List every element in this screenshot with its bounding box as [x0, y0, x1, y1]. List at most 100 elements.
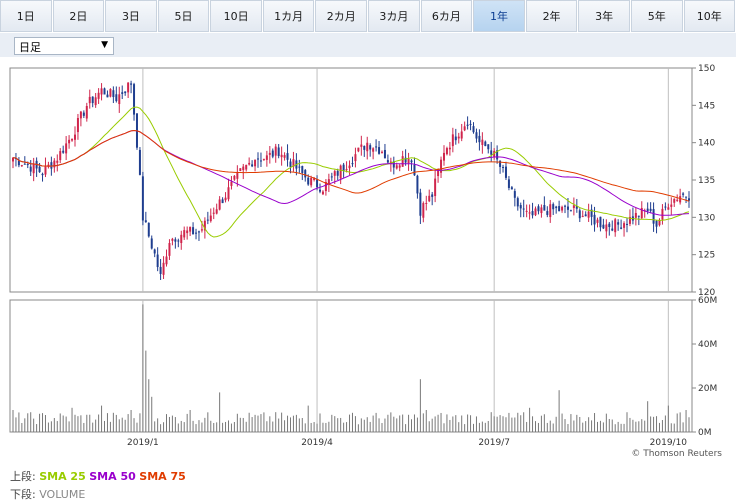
candle-body — [587, 211, 590, 218]
candle-body — [50, 162, 53, 169]
tab-6[interactable]: 2カ月 — [315, 0, 368, 32]
tab-13[interactable]: 10年 — [683, 0, 736, 32]
candle-body — [138, 149, 141, 175]
candle-body — [649, 208, 652, 211]
tab-5[interactable]: 1カ月 — [262, 0, 315, 32]
candle-body — [271, 150, 274, 157]
candle-body — [522, 208, 525, 210]
candle-body — [445, 148, 448, 155]
candle-body — [186, 230, 189, 234]
candle-body — [259, 160, 262, 162]
x-tick-label: 2019/4 — [301, 438, 333, 448]
candle-body — [301, 166, 304, 173]
candle-body — [197, 231, 200, 233]
candle-body — [147, 222, 150, 237]
candle-body — [578, 210, 581, 219]
candle-body — [466, 124, 469, 126]
candle-body — [316, 179, 319, 188]
candle-body — [71, 139, 74, 141]
candle-body — [327, 179, 330, 185]
candle-body — [262, 158, 265, 160]
candle-body — [183, 230, 186, 238]
candle-body — [20, 165, 23, 167]
tab-9[interactable]: 1年 — [473, 0, 525, 32]
candle-body — [398, 165, 401, 168]
candle-body — [218, 199, 221, 210]
candle-body — [499, 160, 502, 167]
candle-body — [180, 234, 183, 244]
candle-body — [584, 214, 587, 217]
candle-body — [248, 162, 251, 165]
candle-body — [321, 191, 324, 195]
candle-body — [38, 166, 41, 173]
candle-body — [265, 155, 268, 160]
candle-body — [685, 196, 688, 198]
candle-body — [590, 209, 593, 217]
x-tick-label: 2019/10 — [650, 438, 688, 448]
candle-body — [655, 220, 658, 227]
candle-body — [268, 152, 271, 155]
candle-body — [425, 202, 428, 204]
legend-lower: 下段: VOLUME — [10, 486, 85, 502]
candle-body — [558, 206, 561, 212]
x-tick-label: 2019/7 — [478, 438, 510, 448]
candle-body — [457, 136, 460, 139]
candle-body — [537, 206, 540, 212]
candle-body — [274, 146, 277, 156]
candle-body — [233, 175, 236, 180]
period-tabs: 1日 2日 3日 5日 10日 1カ月 2カ月 3カ月 6カ月 1年 2年 3年 5年 10年 — [0, 0, 736, 34]
candle-body — [319, 189, 322, 192]
candle-body — [310, 177, 313, 186]
candle-body — [304, 170, 307, 178]
interval-select[interactable]: 日足 ▼ — [14, 37, 114, 55]
tab-0[interactable]: 1日 — [0, 0, 52, 32]
candle-body — [112, 90, 115, 98]
tab-10[interactable]: 2年 — [525, 0, 578, 32]
legend-upper: 上段: SMA 25 SMA 50 SMA 75 — [10, 468, 186, 484]
candle-body — [549, 204, 552, 218]
candle-body — [227, 187, 230, 200]
chevron-down-icon: ▼ — [101, 40, 108, 50]
candle-body — [97, 92, 100, 99]
candle-body — [555, 206, 558, 209]
tab-1[interactable]: 2日 — [52, 0, 105, 32]
candle-body — [91, 96, 94, 104]
candle-body — [94, 97, 97, 106]
candle-body — [118, 94, 121, 105]
candle-body — [652, 209, 655, 224]
candle-body — [664, 206, 667, 208]
candle-body — [251, 164, 254, 167]
candle-body — [82, 112, 85, 116]
candle-body — [73, 134, 76, 140]
candle-body — [100, 88, 103, 95]
candle-body — [572, 205, 575, 209]
candle-body — [608, 223, 611, 228]
volume-tick-label: 20M — [698, 384, 717, 394]
candle-body — [561, 206, 564, 211]
tab-7[interactable]: 3カ月 — [368, 0, 420, 32]
price-tick-label: 125 — [698, 251, 715, 261]
candle-body — [419, 192, 422, 216]
candle-body — [493, 150, 496, 158]
candle-body — [357, 147, 360, 152]
candle-body — [195, 232, 198, 234]
candle-body — [330, 176, 333, 178]
candle-body — [360, 144, 363, 147]
candle-body — [203, 220, 206, 231]
tab-8[interactable]: 6カ月 — [420, 0, 473, 32]
candle-body — [79, 111, 82, 119]
tab-2[interactable]: 3日 — [105, 0, 157, 32]
candle-body — [383, 149, 386, 159]
tab-4[interactable]: 10日 — [210, 0, 262, 32]
tab-3[interactable]: 5日 — [157, 0, 210, 32]
candle-body — [351, 163, 354, 165]
candle-body — [239, 168, 242, 171]
candle-body — [431, 194, 434, 197]
tab-12[interactable]: 5年 — [630, 0, 683, 32]
candle-body — [676, 199, 679, 201]
candle-body — [623, 223, 626, 228]
candle-body — [440, 159, 443, 173]
candle-body — [242, 166, 245, 171]
tab-11[interactable]: 3年 — [578, 0, 630, 32]
candle-body — [513, 191, 516, 198]
